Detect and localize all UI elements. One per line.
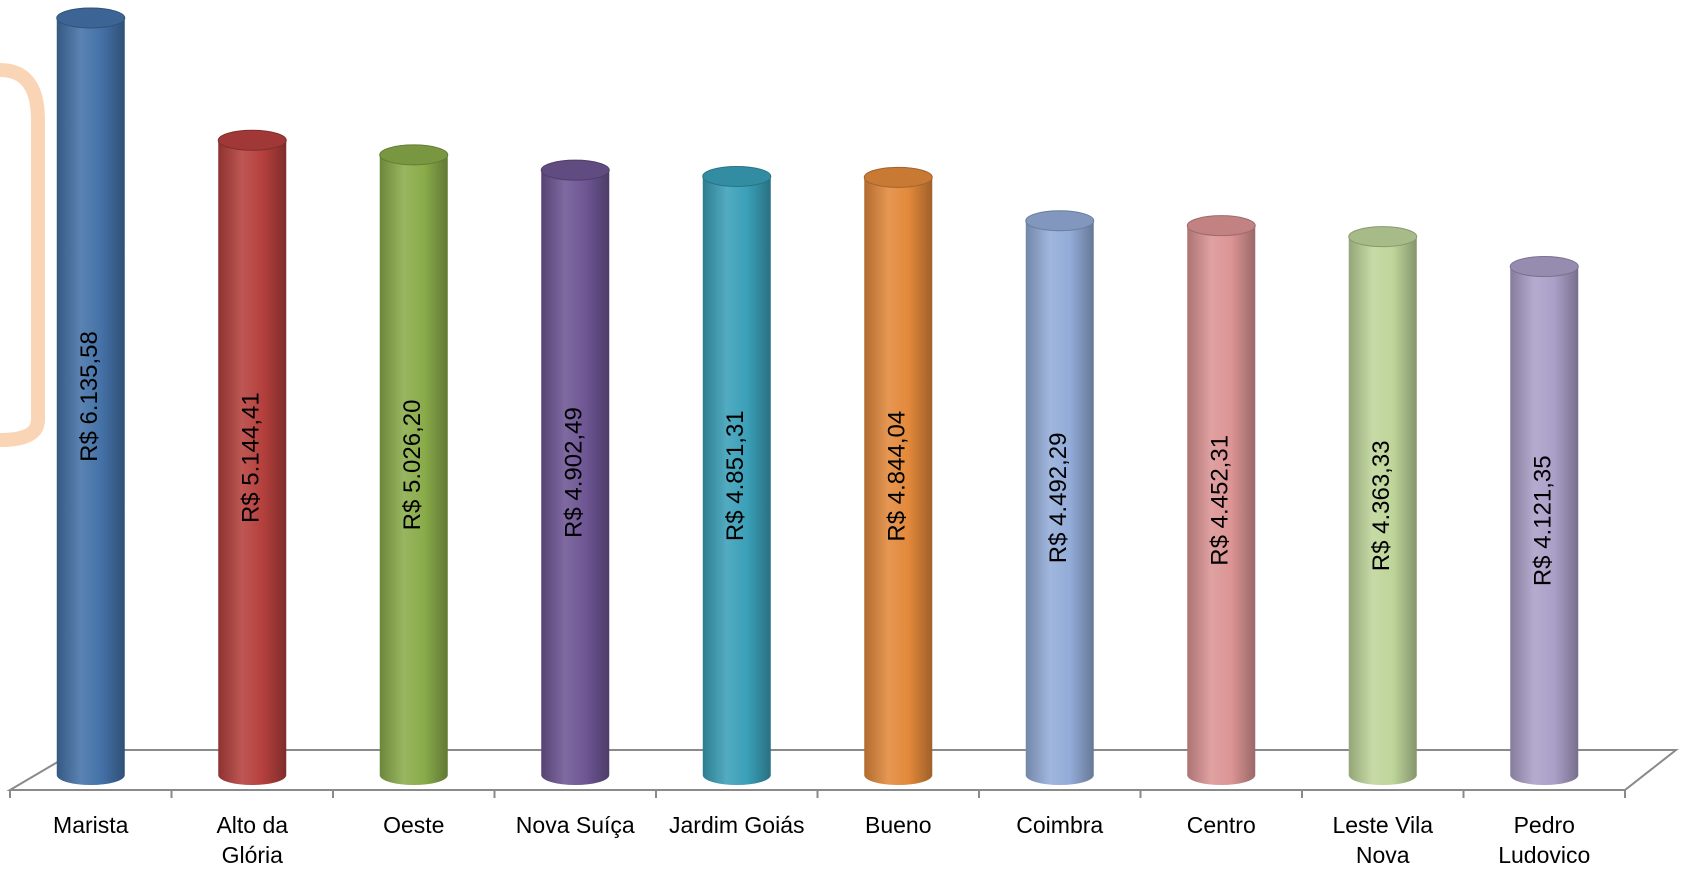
bar-centro: R$ 4.452,31 — [1186, 215, 1256, 786]
bar-top-cap — [1348, 226, 1418, 248]
bar-value-label: R$ 6.135,58 — [76, 331, 103, 462]
bar-value-label: R$ 4.902,49 — [561, 407, 588, 538]
bar-top-cap — [217, 129, 287, 151]
bar-marista: R$ 6.135,58 — [56, 7, 126, 785]
bar-value-label: R$ 4.452,31 — [1207, 435, 1234, 566]
bar-coimbra: R$ 4.492,29 — [1025, 210, 1095, 785]
bar-body — [541, 170, 610, 785]
x-tick-label: Pedro Ludovico — [1498, 812, 1590, 868]
watermark-decoration — [0, 63, 45, 447]
bar-body — [1348, 236, 1417, 785]
bar-top-cap — [379, 144, 449, 166]
bar-oeste: R$ 5.026,20 — [379, 144, 449, 785]
bar-body — [1187, 225, 1256, 786]
bar-body — [702, 176, 771, 785]
bar-top-cap — [540, 159, 610, 181]
bar-jardim-goi-s: R$ 4.851,31 — [702, 165, 772, 785]
bar-value-label: R$ 5.026,20 — [399, 400, 426, 531]
x-axis-labels: Marista Alto da Glória Oeste Nova Suíça Jardi… — [53, 812, 1590, 868]
bar-top-cap — [1025, 210, 1095, 232]
bar-value-label: R$ 4.121,35 — [1530, 455, 1557, 586]
x-tick-label: Bueno — [865, 812, 932, 838]
bar-value-label: R$ 5.144,41 — [238, 392, 265, 523]
bar-top-cap — [56, 7, 126, 29]
x-tick-label: Oeste — [383, 812, 444, 838]
bar-value-label: R$ 4.363,33 — [1368, 440, 1395, 571]
bars: R$ 6.135,58 R$ 5.144,41 R$ 5.026,20 R$ 4.90… — [56, 7, 1579, 786]
x-tick-label: Centro — [1187, 812, 1256, 838]
x-tick-label: Marista — [53, 812, 129, 838]
bar-nova-su-a: R$ 4.902,49 — [540, 159, 610, 785]
bar-value-label: R$ 4.492,29 — [1045, 432, 1072, 563]
x-tick-label: Leste Vila Nova — [1332, 812, 1433, 868]
bar-value-label: R$ 4.851,31 — [722, 410, 749, 541]
bar-body — [379, 154, 448, 785]
bar-top-cap — [1186, 215, 1256, 237]
bar-body — [864, 177, 933, 785]
bar-body — [56, 18, 125, 785]
bar-top-cap — [1509, 256, 1579, 278]
bar-body — [1025, 220, 1094, 785]
bar-leste-vila-nova: R$ 4.363,33 — [1348, 226, 1418, 785]
watermark-layer — [0, 63, 45, 447]
bar-body — [1510, 266, 1579, 785]
bar-bueno: R$ 4.844,04 — [863, 166, 933, 785]
x-tick-label: Alto da Glória — [216, 812, 288, 868]
x-tick-label: Coimbra — [1016, 812, 1103, 838]
bar-top-cap — [702, 165, 772, 187]
x-tick-label: Nova Suíça — [516, 812, 635, 838]
bar-alto-da-gl-ria: R$ 5.144,41 — [217, 129, 287, 785]
bar-top-cap — [863, 166, 933, 188]
x-tick-label: Jardim Goiás — [669, 812, 804, 838]
bar-value-label: R$ 4.844,04 — [884, 411, 911, 542]
bar-body — [218, 140, 287, 785]
bar-pedro-ludovico: R$ 4.121,35 — [1509, 256, 1579, 785]
